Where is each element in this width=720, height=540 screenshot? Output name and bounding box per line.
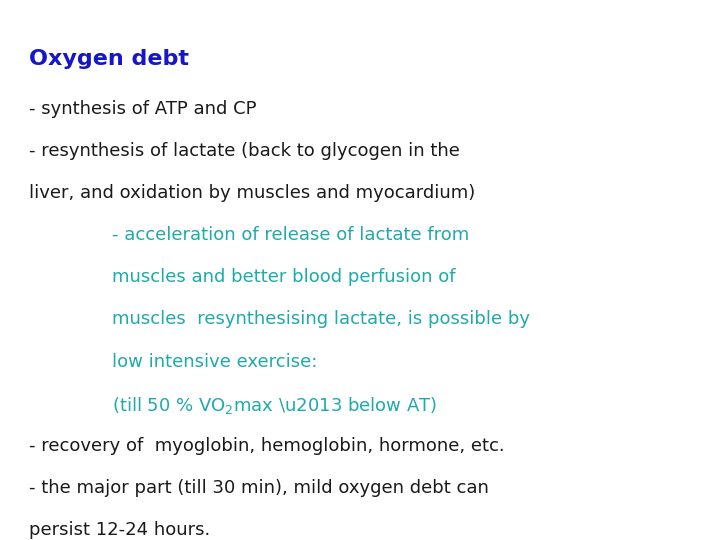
Text: - recovery of  myoglobin, hemoglobin, hormone, etc.: - recovery of myoglobin, hemoglobin, hor… xyxy=(29,437,505,455)
Text: muscles  resynthesising lactate, is possible by: muscles resynthesising lactate, is possi… xyxy=(112,310,530,328)
Text: - resynthesis of lactate (back to glycogen in the: - resynthesis of lactate (back to glycog… xyxy=(29,142,459,160)
Text: (till 50 % VO$_2$max \u2013 below AT): (till 50 % VO$_2$max \u2013 below AT) xyxy=(112,395,437,416)
Text: - the major part (till 30 min), mild oxygen debt can: - the major part (till 30 min), mild oxy… xyxy=(29,479,489,497)
Text: persist 12-24 hours.: persist 12-24 hours. xyxy=(29,521,210,539)
Text: liver, and oxidation by muscles and myocardium): liver, and oxidation by muscles and myoc… xyxy=(29,184,475,202)
Text: muscles and better blood perfusion of: muscles and better blood perfusion of xyxy=(112,268,455,286)
Text: - synthesis of ATP and CP: - synthesis of ATP and CP xyxy=(29,100,256,118)
Text: low intensive exercise:: low intensive exercise: xyxy=(112,353,317,370)
Text: - acceleration of release of lactate from: - acceleration of release of lactate fro… xyxy=(112,226,469,244)
Text: Oxygen debt: Oxygen debt xyxy=(29,49,189,69)
